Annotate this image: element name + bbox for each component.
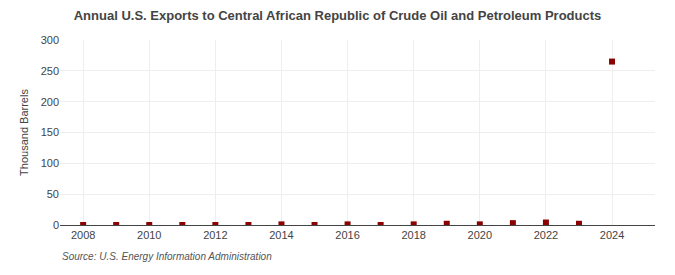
svg-text:2022: 2022 bbox=[534, 229, 558, 241]
svg-text:0: 0 bbox=[53, 219, 59, 231]
svg-text:Thousand Barrels: Thousand Barrels bbox=[18, 89, 30, 176]
svg-text:2008: 2008 bbox=[71, 229, 95, 241]
svg-text:2016: 2016 bbox=[335, 229, 359, 241]
svg-text:2024: 2024 bbox=[600, 229, 624, 241]
svg-text:300: 300 bbox=[41, 34, 59, 46]
svg-text:150: 150 bbox=[41, 126, 59, 138]
svg-text:2010: 2010 bbox=[137, 229, 161, 241]
svg-text:100: 100 bbox=[41, 157, 59, 169]
svg-text:Source: U.S. Energy Informatio: Source: U.S. Energy Information Administ… bbox=[62, 251, 272, 262]
svg-text:Annual U.S. Exports to Central: Annual U.S. Exports to Central African R… bbox=[74, 8, 602, 23]
svg-text:50: 50 bbox=[47, 188, 59, 200]
svg-text:200: 200 bbox=[41, 96, 59, 108]
svg-text:2018: 2018 bbox=[401, 229, 425, 241]
svg-text:2012: 2012 bbox=[203, 229, 227, 241]
svg-text:2020: 2020 bbox=[468, 229, 492, 241]
svg-text:250: 250 bbox=[41, 65, 59, 77]
svg-text:2014: 2014 bbox=[269, 229, 293, 241]
